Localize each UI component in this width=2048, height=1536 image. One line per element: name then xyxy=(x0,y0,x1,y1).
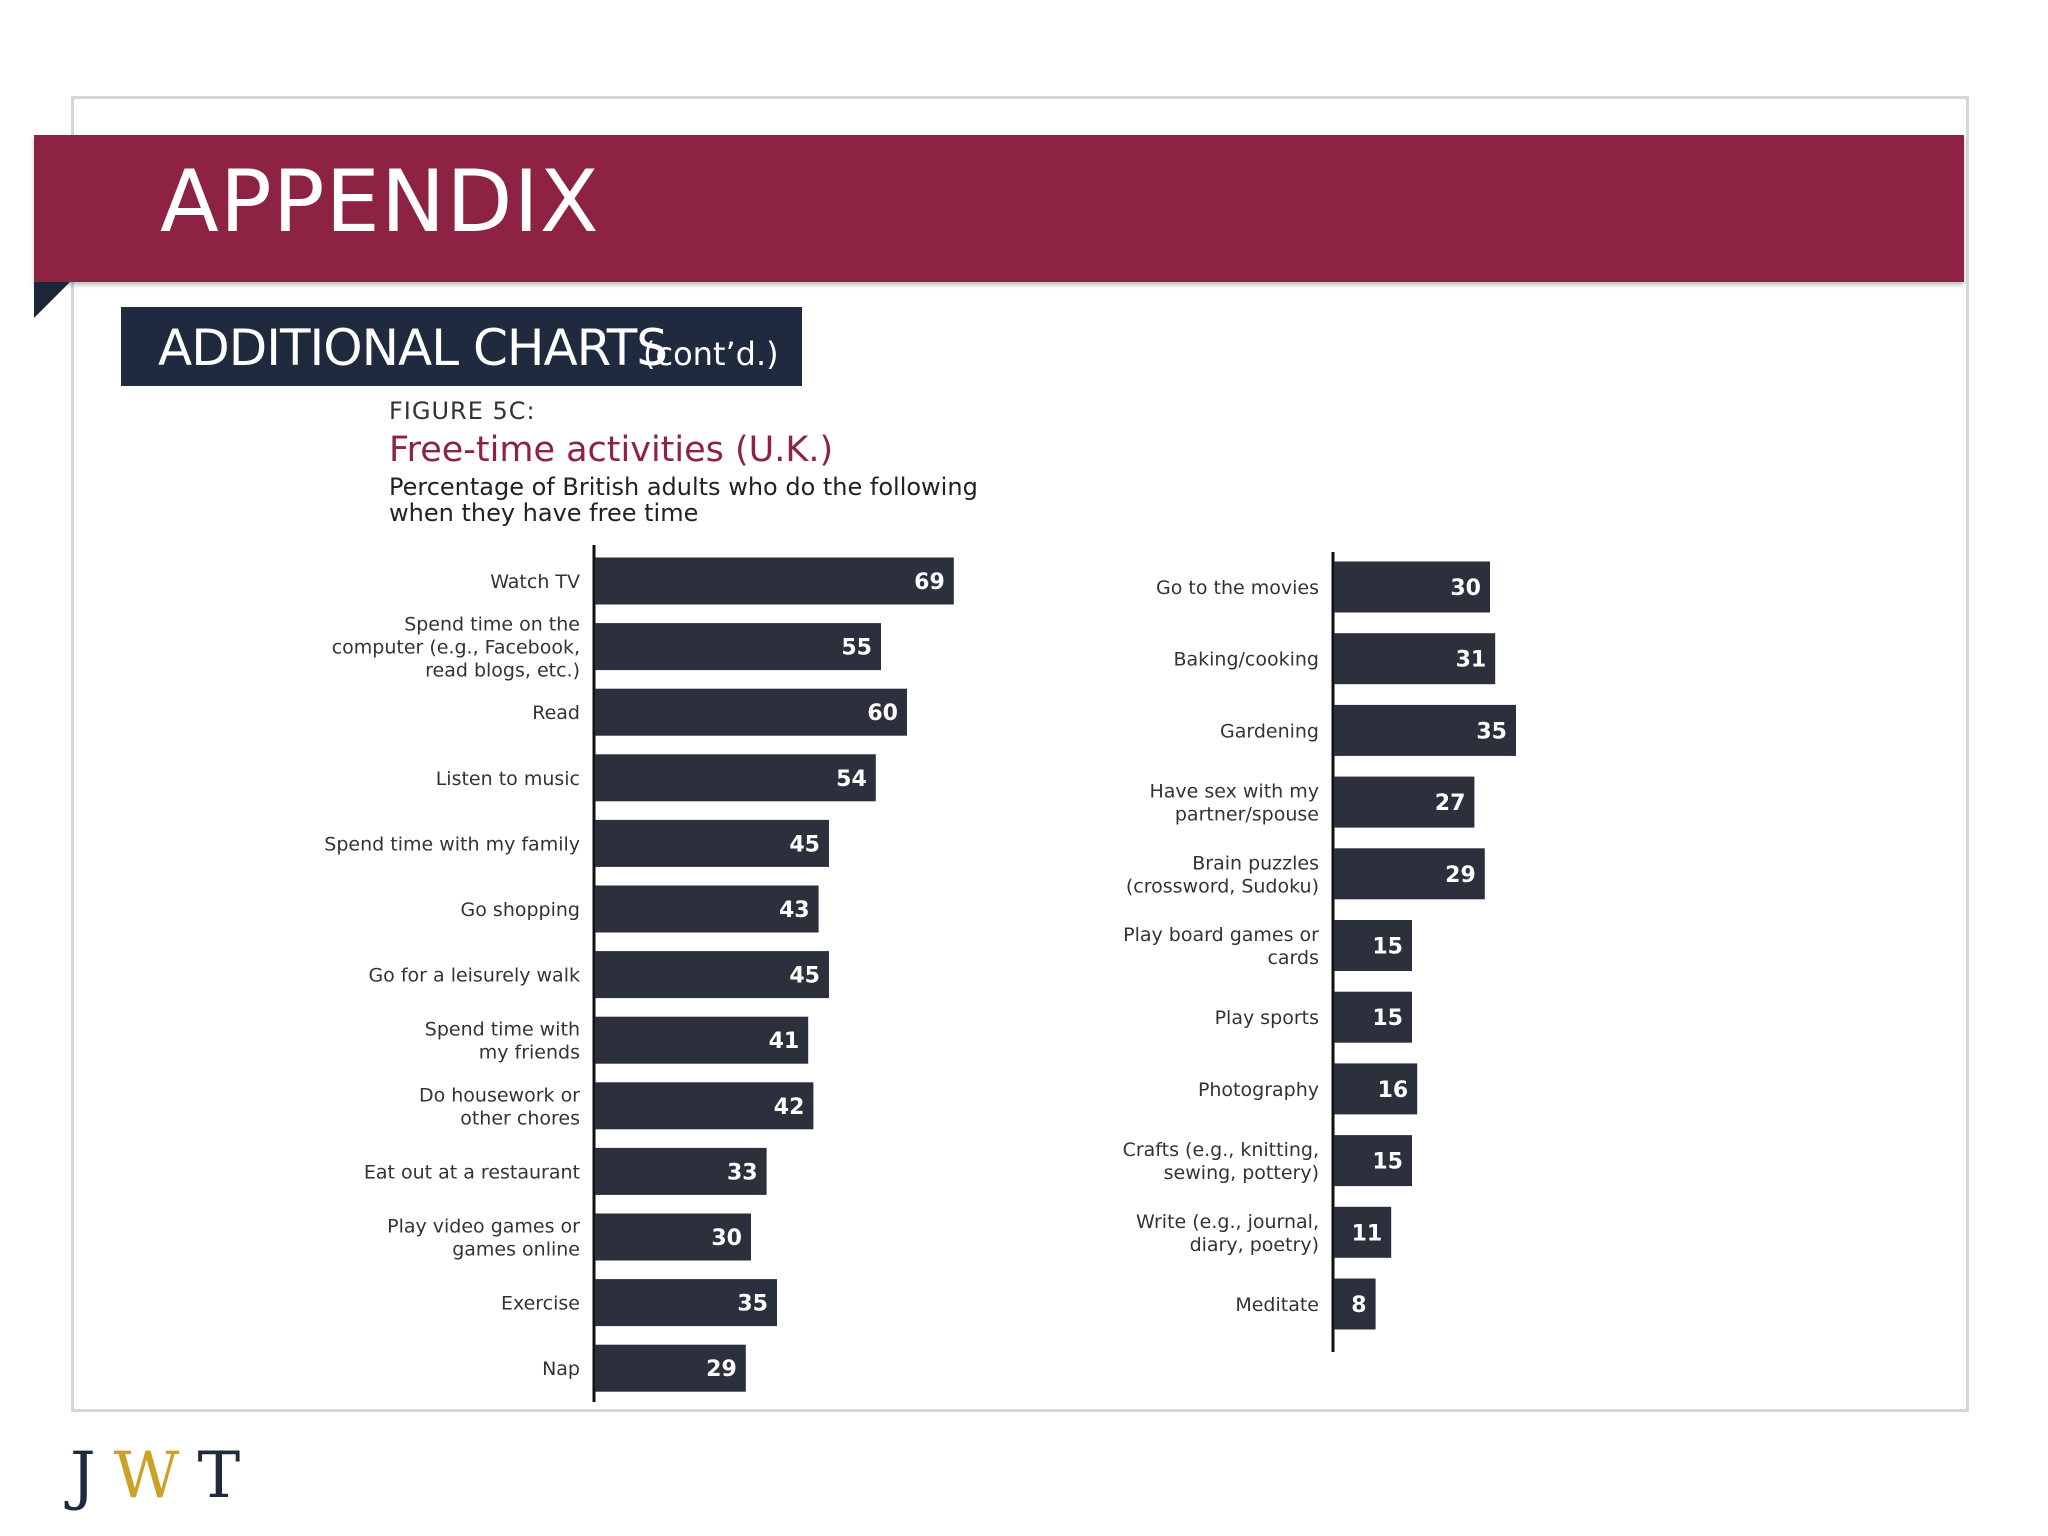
figure-label: FIGURE 5C: xyxy=(389,397,536,425)
chart-0-category-label-7-line-0: Spend time with xyxy=(425,1019,580,1041)
chart-1-bar-2 xyxy=(1334,704,1516,756)
chart-0-category-label-1-line-0: Spend time on the xyxy=(404,614,580,636)
chart-0-category-label-7-line-1: my friends xyxy=(479,1042,580,1064)
chart-0-bar-12 xyxy=(595,1344,746,1392)
figure-title: Free-time activities (U.K.) xyxy=(389,430,834,470)
chart-0-category-label-10-line-0: Play video games or xyxy=(387,1216,580,1238)
chart-1-category-label-3-line-0: Have sex with my xyxy=(1149,781,1319,803)
chart-1-bar-10 xyxy=(1334,1278,1376,1330)
chart-1-category-label-0: Go to the movies xyxy=(1156,577,1319,599)
chart-0-value-label-3: 54 xyxy=(836,767,867,792)
chart-1-value-label-5: 15 xyxy=(1372,935,1403,960)
chart-1-category-label-3-line-1: partner/spouse xyxy=(1175,804,1319,826)
chart-0-bar-2 xyxy=(595,688,907,736)
chart-0-category-label-4: Spend time with my family xyxy=(324,833,580,855)
chart-0-category-label-9: Eat out at a restaurant xyxy=(364,1161,580,1183)
chart-0-category-label-2: Read xyxy=(532,702,580,724)
chart-1-value-label-9: 11 xyxy=(1352,1221,1383,1246)
chart-0-bar-8 xyxy=(595,1082,814,1130)
chart-0-value-label-11: 35 xyxy=(737,1292,768,1317)
chart-1-category-label-4-line-1: (crossword, Sudoku) xyxy=(1126,875,1319,897)
chart-1-value-label-1: 31 xyxy=(1456,648,1487,673)
chart-1-value-label-10: 8 xyxy=(1351,1293,1366,1318)
chart-1-category-label-8-line-0: Crafts (e.g., knitting, xyxy=(1123,1139,1319,1161)
chart-1-category-label-5-line-1: cards xyxy=(1267,947,1319,969)
chart-0-bar-11 xyxy=(595,1279,777,1327)
chart-0-category-label-1-line-1: computer (e.g., Facebook, xyxy=(332,637,580,659)
chart-1-category-label-6: Play sports xyxy=(1215,1007,1319,1029)
chart-1-value-label-7: 16 xyxy=(1378,1078,1409,1103)
section-bar xyxy=(121,307,802,386)
chart-0-category-label-12: Nap xyxy=(542,1358,580,1380)
logo-letter-j: J xyxy=(70,1439,114,1513)
chart-1-category-label-10: Meditate xyxy=(1235,1294,1319,1316)
chart-0-category-label-3: Listen to music xyxy=(436,768,580,790)
chart-0-value-label-10: 30 xyxy=(711,1226,742,1251)
chart-0-value-label-8: 42 xyxy=(774,1095,805,1120)
chart-1-value-label-3: 27 xyxy=(1435,791,1466,816)
chart-1-bar-4 xyxy=(1334,848,1485,900)
chart-1-category-label-4-line-0: Brain puzzles xyxy=(1192,852,1319,874)
chart-1-value-label-0: 30 xyxy=(1450,576,1481,601)
chart-0-category-label-8-line-0: Do housework or xyxy=(419,1084,580,1106)
logo-letter-w: W xyxy=(113,1439,198,1513)
chart-0-category-label-5: Go shopping xyxy=(461,899,580,921)
chart-1-bar-7 xyxy=(1334,1063,1418,1115)
chart-0-bar-1 xyxy=(595,623,881,671)
chart-0-value-label-6: 45 xyxy=(789,964,820,989)
chart-0-bar-10 xyxy=(595,1213,751,1261)
chart-0-category-label-10-line-1: games online xyxy=(452,1239,580,1261)
chart-1-category-label-9-line-1: diary, poetry) xyxy=(1190,1234,1319,1256)
chart-1-bar-0 xyxy=(1334,561,1490,613)
chart-0-bar-4 xyxy=(595,819,829,867)
chart-0-value-label-9: 33 xyxy=(727,1160,758,1185)
chart-1-bar-5 xyxy=(1334,920,1412,971)
chart-0-category-label-6: Go for a leisurely walk xyxy=(368,965,580,987)
chart-1-category-label-2: Gardening xyxy=(1220,720,1319,742)
chart-0-value-label-12: 29 xyxy=(706,1357,737,1382)
page-title: APPENDIX xyxy=(160,152,600,252)
chart-1-bar-3 xyxy=(1334,776,1475,828)
chart-0-category-label-0: Watch TV xyxy=(490,571,580,593)
chart-0-value-label-0: 69 xyxy=(914,570,945,595)
chart-1-value-label-2: 35 xyxy=(1476,719,1507,744)
chart-1-bar-9 xyxy=(1334,1206,1392,1258)
chart-0-value-label-1: 55 xyxy=(841,636,872,661)
chart-1-bar-6 xyxy=(1334,991,1412,1043)
chart-1-bar-8 xyxy=(1334,1135,1412,1187)
logo-letter-t: T xyxy=(197,1439,259,1513)
chart-0-bar-6 xyxy=(595,951,829,999)
chart-0-value-label-2: 60 xyxy=(867,701,898,726)
chart-0-value-label-4: 45 xyxy=(789,832,820,857)
chart-0-bar-0 xyxy=(595,557,954,605)
chart-0-bar-9 xyxy=(595,1147,767,1195)
chart-1-value-label-8: 15 xyxy=(1372,1150,1403,1175)
chart-1-category-label-5-line-0: Play board games or xyxy=(1123,924,1319,946)
chart-1-category-label-8-line-1: sewing, pottery) xyxy=(1164,1162,1319,1184)
section-title: ADDITIONAL CHARTS xyxy=(158,319,668,377)
chart-1-value-label-6: 15 xyxy=(1372,1006,1403,1031)
chart-1-category-label-1: Baking/cooking xyxy=(1173,649,1319,671)
jwt-logo: JWT xyxy=(70,1436,258,1516)
chart-0-bar-7 xyxy=(595,1016,809,1064)
chart-0-bar-3 xyxy=(595,754,876,802)
chart-0-value-label-5: 43 xyxy=(779,898,810,923)
chart-0-bar-5 xyxy=(595,885,819,933)
figure-subtitle: Percentage of British adults who do the … xyxy=(389,473,978,527)
chart-0-category-label-1-line-2: read blogs, etc.) xyxy=(425,660,580,682)
chart-1-bar-1 xyxy=(1334,633,1496,685)
chart-0-value-label-7: 41 xyxy=(769,1029,800,1054)
chart-1-category-label-7: Photography xyxy=(1198,1079,1319,1101)
chart-0-category-label-11: Exercise xyxy=(501,1293,580,1315)
chart-1-category-label-9-line-0: Write (e.g., journal, xyxy=(1136,1211,1319,1233)
section-suffix: (cont’d.) xyxy=(643,335,779,373)
chart-0-category-label-8-line-1: other chores xyxy=(460,1107,580,1129)
title-banner xyxy=(34,135,1964,282)
right-bar-chart: 30 Go to the movies 31 Baking/cooking 35 Gard… xyxy=(1123,552,1516,1352)
chart-1-value-label-4: 29 xyxy=(1445,863,1476,888)
